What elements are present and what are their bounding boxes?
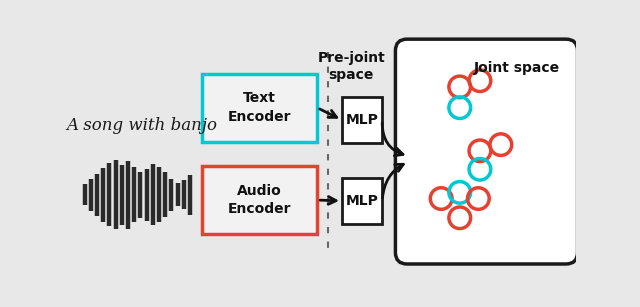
Text: Pre-joint
space: Pre-joint space (317, 51, 385, 82)
FancyBboxPatch shape (342, 178, 382, 224)
Text: Joint space: Joint space (474, 61, 560, 75)
Text: Audio
Encoder: Audio Encoder (228, 184, 292, 216)
Text: MLP: MLP (346, 194, 378, 208)
FancyBboxPatch shape (202, 74, 317, 142)
FancyBboxPatch shape (396, 39, 577, 264)
FancyBboxPatch shape (342, 97, 382, 143)
Text: MLP: MLP (346, 113, 378, 127)
FancyBboxPatch shape (202, 166, 317, 234)
Text: Text
Encoder: Text Encoder (228, 91, 292, 124)
Text: A song with banjo: A song with banjo (67, 117, 218, 134)
